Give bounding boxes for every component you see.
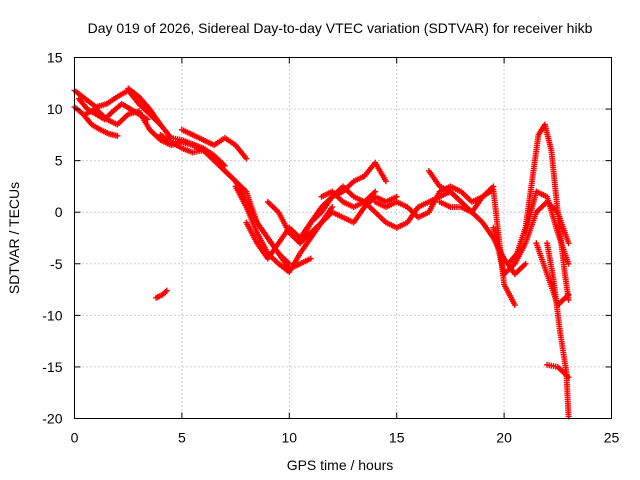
chart-title: Day 019 of 2026, Sidereal Day-to-day VTE… <box>88 20 593 36</box>
y-tick-label: -10 <box>42 307 62 323</box>
series-sat-s <box>522 188 572 267</box>
x-tick-label: 20 <box>496 430 512 446</box>
data-point <box>522 260 529 267</box>
data-point <box>565 296 572 303</box>
x-axis-title: GPS time / hours <box>287 457 394 473</box>
data-point <box>565 240 572 247</box>
data-marks <box>71 85 572 420</box>
series-sat-w <box>153 287 170 301</box>
data-point <box>393 193 400 200</box>
data-point <box>565 374 572 381</box>
y-tick-label: 5 <box>55 153 63 169</box>
series-sat-u <box>544 240 572 420</box>
data-point <box>114 132 121 139</box>
x-tick-label: 15 <box>389 430 405 446</box>
series-sat-h <box>200 147 314 272</box>
y-tick-label: 0 <box>55 204 63 220</box>
series-sat-m <box>318 188 465 231</box>
series-sat-v <box>544 361 572 381</box>
y-tick-label: 15 <box>47 50 63 66</box>
y-tick-label: -15 <box>42 359 62 375</box>
axes: 0 5 10 15 20 25 15 10 5 0 -5 -10 -15 -20 <box>42 50 619 446</box>
y-tick-label: 10 <box>47 101 63 117</box>
y-tick-label: -20 <box>42 411 62 427</box>
data-point <box>511 302 518 309</box>
series-sat-g <box>178 126 250 162</box>
x-tick-label: 10 <box>282 430 298 446</box>
data-point <box>565 291 572 298</box>
data-point <box>565 260 572 267</box>
x-tick-label: 25 <box>604 430 620 446</box>
y-axis-title: SDTVAR / TECUs <box>6 182 22 294</box>
series-sat-r <box>505 121 572 303</box>
data-point <box>329 204 336 211</box>
data-point <box>243 155 250 162</box>
plot-frame <box>74 57 612 419</box>
x-tick-label: 0 <box>71 430 79 446</box>
data-point <box>163 287 170 294</box>
data-point <box>307 255 314 262</box>
series-sat-k <box>264 183 379 247</box>
series-sat-e <box>125 85 228 169</box>
y-tick-label: -5 <box>50 256 63 272</box>
data-point <box>372 188 379 195</box>
series-sat-n <box>372 183 497 221</box>
grid <box>74 57 612 419</box>
data-point <box>382 178 389 185</box>
series-sat-p <box>436 186 518 309</box>
x-tick-label: 5 <box>178 430 186 446</box>
